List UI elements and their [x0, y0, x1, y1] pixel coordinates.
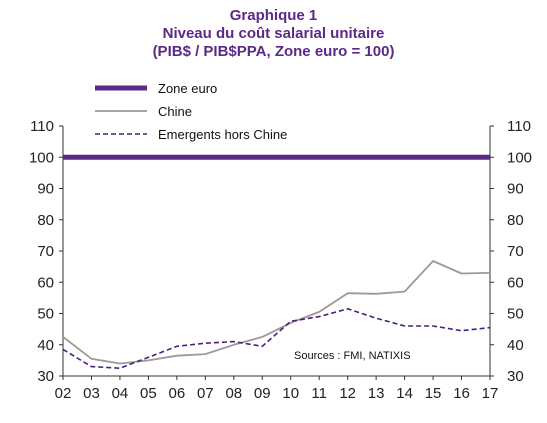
x-tick-label: 10: [282, 385, 299, 402]
x-tick-label: 07: [197, 385, 214, 402]
y-tick-label-right: 60: [507, 274, 524, 291]
x-tick-label: 05: [140, 385, 157, 402]
y-tick-label-left: 90: [37, 181, 54, 198]
y-tick-label-left: 30: [37, 368, 54, 385]
legend: Zone euro Chine Emergents hors Chine: [95, 81, 287, 142]
legend-label: Emergents hors Chine: [158, 127, 287, 142]
y-tick-label-left: 110: [30, 118, 54, 135]
x-tick-label: 04: [112, 385, 129, 402]
x-tick-label: 09: [254, 385, 271, 402]
series-layer: [62, 154, 491, 370]
y-tick-label-left: 60: [37, 274, 54, 291]
y-tick-label-right: 50: [507, 306, 524, 323]
x-tick-label: 15: [425, 385, 442, 402]
y-tick-label-right: 100: [507, 149, 532, 166]
series-line-emergents-hors-chine: [62, 307, 491, 370]
chart-subtitle-2: (PIB$ / PIB$PPA, Zone euro = 100): [152, 43, 395, 60]
chart-subtitle: Niveau du coût salarial unitaire: [162, 25, 385, 42]
legend-label: Zone euro: [158, 81, 217, 96]
y-tick-label-right: 40: [507, 337, 524, 354]
chart-title: Graphique 1: [229, 7, 318, 24]
y-tick-label-left: 100: [29, 149, 54, 166]
y-tick-label-left: 80: [37, 212, 54, 229]
x-tick-label: 17: [482, 385, 499, 402]
y-tick-label-right: 90: [507, 181, 524, 198]
x-tick-label: 08: [225, 385, 242, 402]
y-tick-label-left: 40: [37, 337, 54, 354]
legend-label: Chine: [158, 104, 192, 119]
x-tick-label: 06: [169, 385, 186, 402]
y-tick-label-right: 70: [507, 243, 524, 260]
x-tick-label: 12: [339, 385, 356, 402]
y-tick-label-right: 110: [507, 118, 531, 135]
y-tick-label-left: 70: [37, 243, 54, 260]
y-tick-label-right: 80: [507, 212, 524, 229]
y-tick-label-left: 50: [37, 306, 54, 323]
y-tick-label-right: 30: [507, 368, 524, 385]
x-tick-label: 03: [83, 385, 100, 402]
x-tick-label: 02: [55, 385, 72, 402]
x-tick-label: 13: [368, 385, 385, 402]
x-tick-label: 14: [396, 385, 413, 402]
x-tick-label: 11: [311, 385, 327, 402]
chart-titles: Graphique 1 Niveau du coût salarial unit…: [0, 7, 547, 61]
source-note: Sources : FMI, NATIXIS: [294, 350, 411, 362]
series-line-chine: [62, 260, 491, 365]
x-tick-label: 16: [453, 385, 470, 402]
